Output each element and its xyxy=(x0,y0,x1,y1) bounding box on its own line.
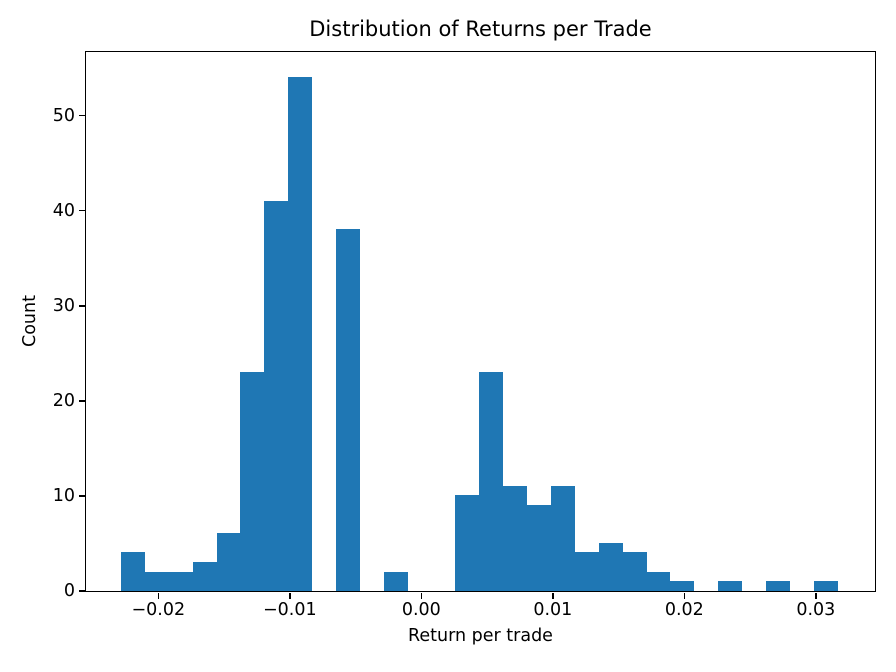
chart-title: Distribution of Returns per Trade xyxy=(309,17,652,41)
x-tick-mark xyxy=(157,592,160,599)
histogram-bar xyxy=(646,571,671,591)
y-tick-mark xyxy=(78,114,85,117)
axes-frame xyxy=(84,50,876,592)
y-tick-mark xyxy=(78,305,85,307)
y-tick-label: 50 xyxy=(52,105,75,126)
histogram-bar xyxy=(336,229,360,591)
x-tick-mark xyxy=(683,592,686,599)
histogram-bar xyxy=(121,552,145,591)
histogram-bar xyxy=(240,371,265,591)
x-tick-mark xyxy=(552,592,554,599)
x-tick-label: −0.01 xyxy=(262,600,317,620)
y-tick-label: 40 xyxy=(52,200,75,221)
x-axis-label: Return per trade xyxy=(408,626,553,646)
histogram-bar xyxy=(168,571,193,591)
histogram-bar xyxy=(766,581,790,591)
histogram-bar xyxy=(216,533,241,591)
y-tick-label: 20 xyxy=(52,390,75,411)
y-tick-mark xyxy=(78,590,85,592)
x-tick-label: 0.00 xyxy=(401,600,441,620)
x-tick-label: 0.01 xyxy=(533,600,573,620)
plot-area xyxy=(86,52,875,591)
histogram-bar xyxy=(527,504,551,591)
histogram-bar xyxy=(264,200,289,591)
histogram-bar xyxy=(503,485,528,591)
y-tick-mark xyxy=(78,210,85,212)
x-tick-mark xyxy=(420,592,423,599)
x-tick-mark xyxy=(815,592,817,599)
y-tick-label: 0 xyxy=(63,581,75,601)
histogram-bar xyxy=(383,571,408,591)
x-tick-label: −0.02 xyxy=(131,600,186,620)
x-tick-mark xyxy=(289,592,291,599)
histogram-bar xyxy=(718,581,743,591)
histogram-bar xyxy=(455,495,480,591)
histogram-bar xyxy=(288,77,313,591)
x-tick-label: 0.03 xyxy=(796,600,836,620)
y-tick-label: 10 xyxy=(52,485,75,506)
histogram-bar xyxy=(598,542,623,591)
y-tick-mark xyxy=(78,400,85,402)
x-tick-label: 0.02 xyxy=(664,600,704,620)
histogram-bar xyxy=(192,561,217,591)
histogram-bar xyxy=(144,571,169,591)
histogram-bar xyxy=(574,552,599,591)
y-tick-label: 30 xyxy=(52,295,75,316)
y-axis-label: Count xyxy=(20,295,40,347)
histogram-bar xyxy=(813,581,838,591)
histogram-bar xyxy=(551,485,575,591)
histogram-bar xyxy=(479,371,504,591)
y-tick-mark xyxy=(78,495,85,497)
histogram-bar xyxy=(670,581,695,591)
histogram-bar xyxy=(622,552,647,591)
